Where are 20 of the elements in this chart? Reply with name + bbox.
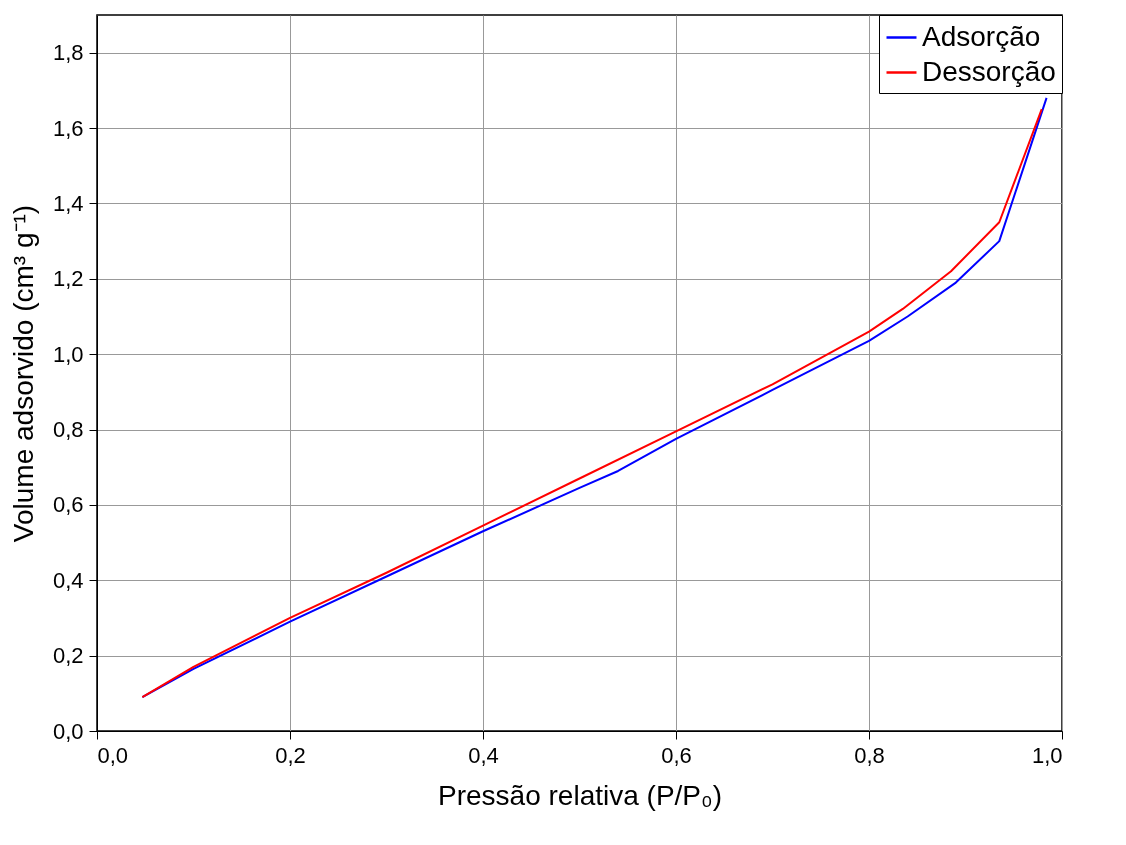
y-tick-label: 0,8: [52, 417, 84, 443]
x-tick-label: 0,4: [468, 742, 499, 768]
legend-label: Dessorção: [922, 55, 1056, 87]
y-tick-label: 0,2: [52, 643, 84, 669]
y-tick-label: 1,4: [52, 190, 84, 216]
y-tick-label: 1,0: [52, 341, 84, 367]
x-tick-label: 0,8: [854, 742, 885, 768]
x-axis-title: Pressão relativa (P/P₀): [438, 779, 722, 811]
y-tick-label: 0,0: [52, 718, 84, 744]
x-tick-label: 0,2: [275, 742, 306, 768]
x-tick-label: 0,0: [97, 742, 129, 768]
y-axis-title: Volume adsorvido (cm³ g⁻¹): [7, 204, 39, 543]
x-tick-label: 0,6: [661, 742, 692, 768]
y-tick-label: 0,4: [52, 567, 84, 593]
x-tick-label: 1,0: [1031, 742, 1063, 768]
y-tick-label: 1,2: [52, 266, 84, 292]
y-tick-label: 1,8: [52, 40, 84, 66]
legend-label: Adsorção: [922, 20, 1041, 52]
y-tick-label: 0,6: [52, 492, 84, 518]
y-tick-label: 1,6: [52, 115, 84, 141]
